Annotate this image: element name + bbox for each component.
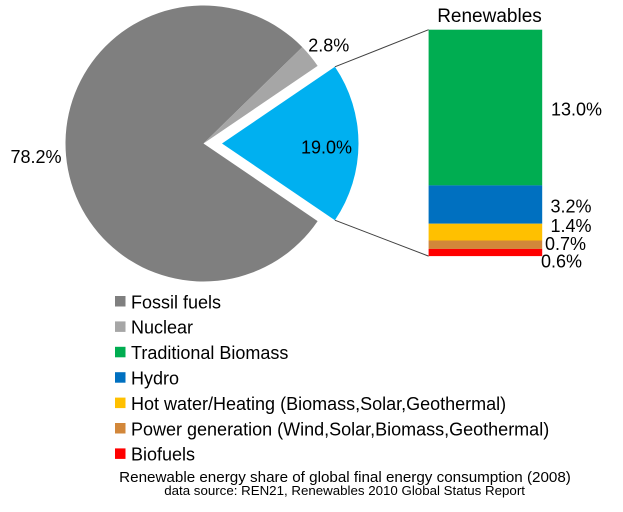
svg-text:Hot water/Heating (Biomass,Sol: Hot water/Heating (Biomass,Solar,Geother… xyxy=(131,394,506,414)
svg-text:78.2%: 78.2% xyxy=(10,147,61,167)
svg-text:2.8%: 2.8% xyxy=(308,36,349,56)
svg-text:19.0%: 19.0% xyxy=(301,137,352,157)
svg-text:Power generation (Wind,Solar,B: Power generation (Wind,Solar,Biomass,Geo… xyxy=(131,419,549,439)
svg-text:0.6%: 0.6% xyxy=(541,252,582,272)
svg-text:Renewables: Renewables xyxy=(437,6,542,27)
svg-text:0.7%: 0.7% xyxy=(545,234,586,254)
svg-text:Hydro: Hydro xyxy=(131,369,179,389)
svg-text:Traditional Biomass: Traditional Biomass xyxy=(131,343,288,363)
svg-text:data source: REN21, Renewables: data source: REN21, Renewables 2010 Glob… xyxy=(164,483,525,498)
svg-text:13.0%: 13.0% xyxy=(551,100,602,120)
svg-text:3.2%: 3.2% xyxy=(551,196,592,216)
svg-text:Fossil fuels: Fossil fuels xyxy=(131,292,221,312)
svg-text:Biofuels: Biofuels xyxy=(131,445,195,465)
svg-text:Nuclear: Nuclear xyxy=(131,318,193,338)
svg-text:1.4%: 1.4% xyxy=(551,216,592,236)
svg-text:Renewable energy share of glob: Renewable energy share of global final e… xyxy=(119,469,571,486)
